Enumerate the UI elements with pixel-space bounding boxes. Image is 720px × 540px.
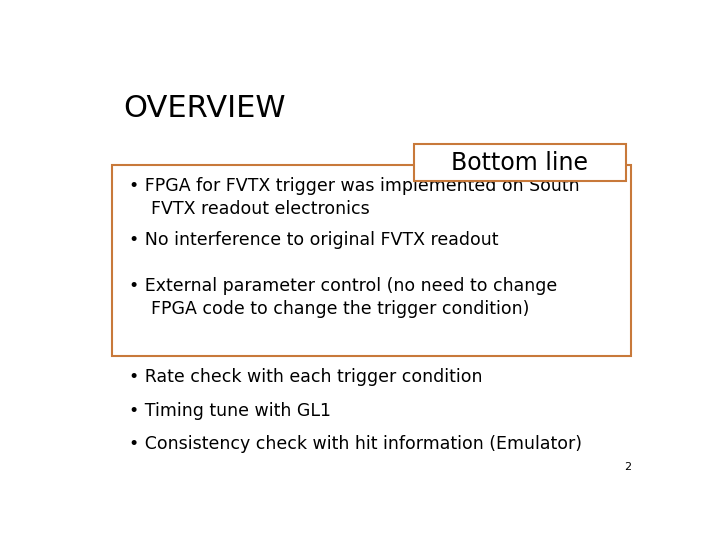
FancyBboxPatch shape xyxy=(112,165,631,356)
Text: OVERVIEW: OVERVIEW xyxy=(124,94,286,123)
FancyBboxPatch shape xyxy=(413,144,626,181)
Text: Bottom line: Bottom line xyxy=(451,151,588,174)
Text: • External parameter control (no need to change
    FPGA code to change the trig: • External parameter control (no need to… xyxy=(129,277,557,318)
Text: • Rate check with each trigger condition: • Rate check with each trigger condition xyxy=(129,368,482,386)
Text: 2: 2 xyxy=(624,462,631,472)
Text: • Timing tune with GL1: • Timing tune with GL1 xyxy=(129,402,331,420)
Text: • Consistency check with hit information (Emulator): • Consistency check with hit information… xyxy=(129,435,582,453)
Text: • FPGA for FVTX trigger was implemented on South
    FVTX readout electronics: • FPGA for FVTX trigger was implemented … xyxy=(129,177,580,218)
Text: • No interference to original FVTX readout: • No interference to original FVTX reado… xyxy=(129,231,498,249)
